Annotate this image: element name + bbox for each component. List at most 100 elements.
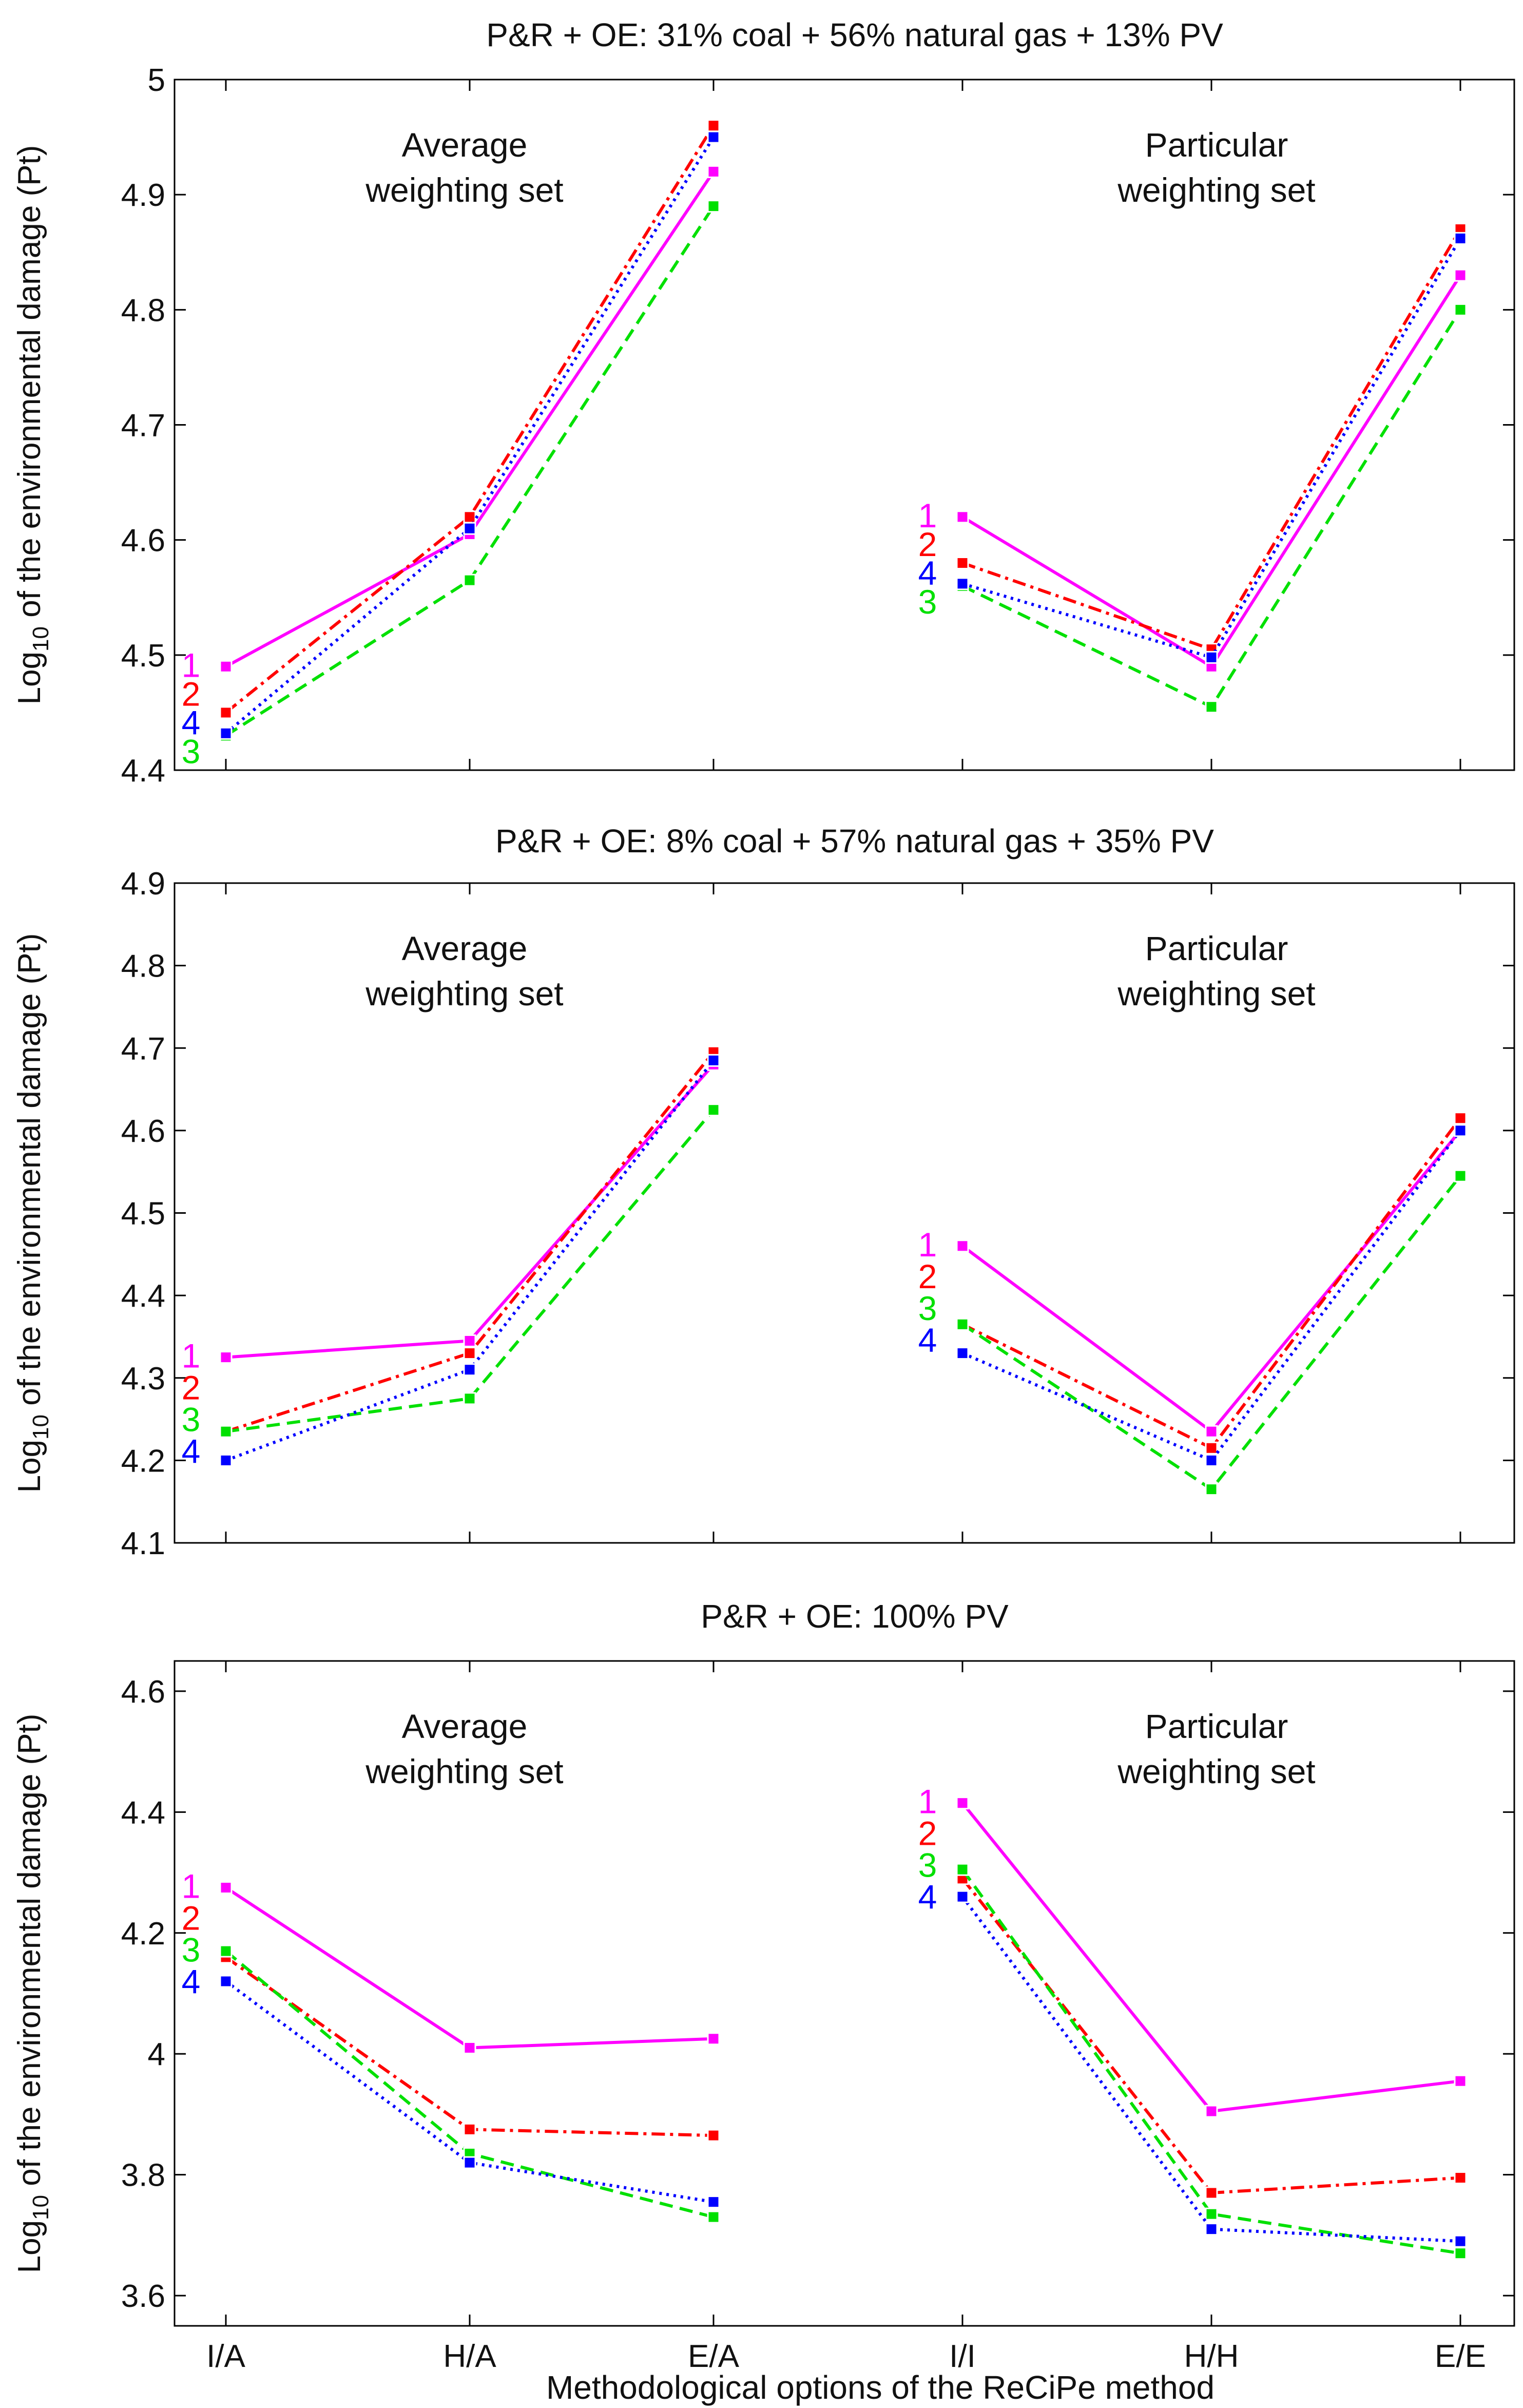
y-tick-label: 4.7	[121, 1031, 165, 1066]
y-axis-label-log: Log	[12, 1440, 47, 1493]
series-2-average-point	[219, 706, 233, 719]
y-axis-label-log: Log	[12, 2220, 47, 2273]
series-4-particular-point	[1205, 651, 1218, 664]
series-4-particular-point	[1454, 2234, 1467, 2248]
series-1-average-point	[219, 1881, 233, 1894]
y-tick-label: 4.7	[121, 408, 165, 444]
chart-panel-3: P&R + OE: 100% PV 3.6 3.8 4 4.2 4.4 4.6 I/A H/A E…	[12, 1598, 1515, 2374]
y-axis-label-rest: of the environmental damage (Pt)	[12, 145, 47, 626]
y-tick-label: 5	[148, 63, 165, 98]
y-tick-label: 4.5	[121, 1196, 165, 1232]
series-2-particular-point	[1205, 2186, 1218, 2200]
series-label-average: 3	[182, 1931, 201, 1969]
series-label-particular: 4	[918, 1321, 937, 1359]
series-4-average-point	[707, 2195, 720, 2209]
chart-panel-1: P&R + OE: 31% coal + 56% natural gas + 1…	[12, 16, 1515, 789]
series-3-particular-point	[1454, 2247, 1467, 2260]
series-label-particular: 3	[918, 1846, 937, 1884]
group-label-average: Average	[402, 1707, 528, 1745]
group-label-particular: Particular	[1145, 1707, 1288, 1745]
series-4-particular-point	[1205, 1454, 1218, 1467]
series-label-average: 4	[182, 1962, 201, 2000]
series-label-average: 2	[182, 1369, 201, 1407]
series-1-particular-point	[956, 1239, 969, 1253]
series-label-particular: 1	[918, 496, 937, 534]
y-tick-label: 4.6	[121, 1114, 165, 1149]
series-3-average-point	[463, 1392, 476, 1405]
chart-panel-2: P&R + OE: 8% coal + 57% natural gas + 35…	[12, 823, 1515, 1561]
series-3-average-line	[225, 1109, 715, 1434]
series-label-average: 1	[182, 1867, 201, 1905]
series-1-particular-point	[956, 510, 969, 524]
panels: P&R + OE: 31% coal + 56% natural gas + 1…	[12, 16, 1515, 2374]
group-label-particular: weighting set	[1117, 974, 1315, 1012]
chart-title: P&R + OE: 100% PV	[701, 1598, 1009, 1635]
series-1-average-point	[707, 2032, 720, 2046]
y-axis-label-rest: of the environmental damage (Pt)	[12, 933, 47, 1415]
series-label-particular: 2	[918, 525, 937, 563]
y-tick-label: 4.3	[121, 1361, 165, 1397]
series-3-average-point	[219, 1425, 233, 1438]
series-3-particular-point	[1205, 1483, 1218, 1496]
series-3-average-point	[219, 1944, 233, 1958]
series-1-average-point	[463, 2041, 476, 2054]
y-tick-label: 4.2	[121, 1443, 165, 1479]
series-3-particular-point	[1205, 700, 1218, 714]
group-label-average: weighting set	[365, 1752, 563, 1790]
x-tick-label: E/A	[688, 2339, 740, 2374]
series-4-particular-point	[1454, 232, 1467, 245]
series-4-average-point	[219, 1454, 233, 1467]
series-1-particular-point	[1205, 2105, 1218, 2118]
chart-title: P&R + OE: 8% coal + 57% natural gas + 35…	[495, 823, 1214, 859]
y-tick-label: 4.9	[121, 866, 165, 902]
series-2-particular-line	[962, 228, 1462, 651]
series-1-particular-point	[1454, 269, 1467, 282]
group-label-particular: Particular	[1145, 126, 1288, 164]
series-1-average-point	[463, 1334, 476, 1347]
series-4-average-point	[463, 2156, 476, 2169]
y-axis-label-rest: of the environmental damage (Pt)	[12, 1714, 47, 2195]
series-2-average-point	[463, 510, 476, 524]
y-tick-label: 4.1	[121, 1526, 165, 1561]
series-label-particular: 4	[918, 1878, 937, 1916]
series-1-average-point	[219, 660, 233, 673]
series-1-average-point	[219, 1351, 233, 1364]
series-label-average: 1	[182, 646, 201, 684]
series-label-particular: 4	[918, 554, 937, 592]
series-4-average-point	[707, 130, 720, 144]
series-3-particular-point	[1454, 303, 1467, 316]
series-1-average-point	[707, 165, 720, 178]
y-axis-label-subscript: 10	[28, 1415, 53, 1440]
series-3-particular-point	[1454, 1169, 1467, 1182]
y-axis-label-subscript: 10	[28, 626, 53, 652]
series-4-particular-line	[961, 1130, 1462, 1462]
y-tick-label: 4.4	[121, 753, 165, 789]
y-tick-label: 4.6	[121, 1674, 165, 1710]
series-4-particular-point	[956, 1890, 969, 1903]
series-4-particular-point	[1454, 1124, 1467, 1137]
y-tick-label: 4	[148, 2037, 165, 2072]
series-4-average-point	[219, 727, 233, 740]
series-2-particular-point	[956, 557, 969, 569]
series-4-average-point	[219, 1975, 233, 1988]
series-4-average-point	[463, 1363, 476, 1377]
series-4-particular-point	[956, 1347, 969, 1360]
series-3-particular-point	[1205, 2207, 1218, 2221]
series-label-average: 2	[182, 1899, 201, 1937]
x-axis-title: Methodological options of the ReCiPe met…	[546, 2369, 1214, 2406]
series-4-average-point	[707, 1054, 720, 1067]
series-label-average: 4	[182, 1432, 201, 1470]
series-2-particular-point	[1454, 1112, 1467, 1125]
x-tick-label: E/E	[1435, 2339, 1486, 2374]
y-tick-label: 4.4	[121, 1278, 165, 1314]
series-label-average: 3	[182, 1401, 201, 1439]
series-3-average-point	[463, 574, 476, 587]
y-tick-label: 4.5	[121, 638, 165, 674]
series-label-particular: 3	[918, 583, 937, 621]
y-tick-label: 4.2	[121, 1916, 165, 1952]
series-2-average-point	[463, 2123, 476, 2136]
series-2-average-line	[225, 1051, 715, 1434]
series-label-particular: 1	[918, 1226, 937, 1264]
series-label-particular: 2	[918, 1814, 937, 1852]
